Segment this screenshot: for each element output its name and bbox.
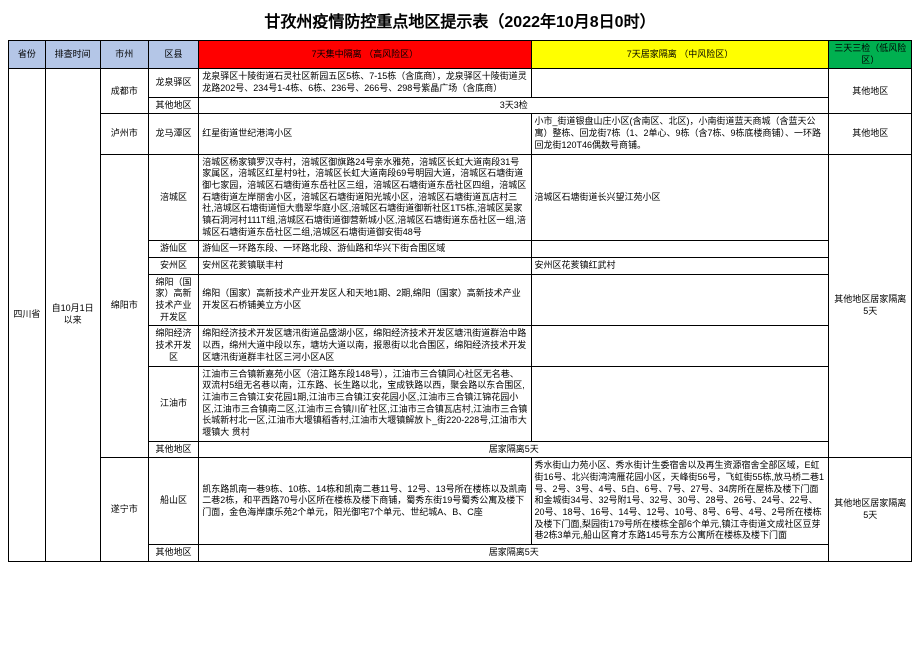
cell-high-risk: 绵阳经济技术开发区塘汛街道品盛湖小区，绵阳经济技术开发区塘汛街道群治中路以西，绵… xyxy=(199,326,531,366)
hdr-low-risk: 三天三检（低风险区） xyxy=(829,41,912,69)
cell-district: 其他地区 xyxy=(148,545,198,562)
cell-district: 游仙区 xyxy=(148,241,198,258)
cell-high-risk: 红星街道世纪港湾小区 xyxy=(199,114,531,154)
hdr-city: 市州 xyxy=(100,41,148,69)
page-title: 甘孜州疫情防控重点地区提示表（2022年10月8日0时） xyxy=(8,8,912,32)
cell-high-risk: 凯东路凯南一巷9栋、10栋、14栋和凯南二巷11号、12号、13号所在楼栋以及凯… xyxy=(199,458,531,545)
hdr-high-risk: 7天集中隔离 （高风险区） xyxy=(199,41,531,69)
cell-high-risk: 绵阳（国家）高新技术产业开发区人和天地1期、2期,绵阳（国家）高新技术产业开发区… xyxy=(199,274,531,326)
cell-mid-risk: 秀水街山力苑小区、秀水街计生委宿舍以及再生资源宿舍全部区域，E虹街16号、北兴街… xyxy=(531,458,829,545)
cell-district: 龙泉驿区 xyxy=(148,69,198,97)
cell-merged-note: 3天3检 xyxy=(199,97,829,114)
cell-high-risk: 龙泉驿区十陵街道石灵社区新园五区5栋、7-15栋（含底商），龙泉驿区十陵街道灵龙… xyxy=(199,69,531,97)
cell-district: 其他地区 xyxy=(148,441,198,458)
cell-district: 安州区 xyxy=(148,258,198,275)
table-row: 四川省自10月1日以来成都市龙泉驿区龙泉驿区十陵街道石灵社区新园五区5栋、7-1… xyxy=(9,69,912,97)
cell-mid-risk: 涪城区石塘街道长兴望江苑小区 xyxy=(531,154,829,241)
cell-mid-risk: 小市_街道银盘山庄小区(含南区、北区)，小南街道蓝天商城（含蓝天公寓）整栋、回龙… xyxy=(531,114,829,154)
cell-high-risk: 涪城区杨家镇罗汉寺村，涪城区御旗路24号亲水雅苑，涪城区长虹大道南段31号家属区… xyxy=(199,154,531,241)
cell-high-risk: 安州区花荄镇联丰村 xyxy=(199,258,531,275)
table-row: 绵阳市涪城区涪城区杨家镇罗汉寺村，涪城区御旗路24号亲水雅苑，涪城区长虹大道南段… xyxy=(9,154,912,241)
cell-district: 绵阳（国家）高新技术产业开发区 xyxy=(148,274,198,326)
cell-mid-risk xyxy=(531,69,829,97)
cell-district: 绵阳经济技术开发区 xyxy=(148,326,198,366)
cell-low-risk: 其他地区居家隔离5天 xyxy=(829,154,912,458)
cell-mid-risk xyxy=(531,241,829,258)
cell-low-risk: 其他地区 xyxy=(829,69,912,114)
cell-high-risk: 游仙区一环路东段、一环路北段、游仙路和华兴下街合围区域 xyxy=(199,241,531,258)
cell-low-risk: 其他地区居家隔离5天 xyxy=(829,458,912,562)
table-row: 泸州市龙马潭区红星街道世纪港湾小区小市_街道银盘山庄小区(含南区、北区)，小南街… xyxy=(9,114,912,154)
cell-district: 龙马潭区 xyxy=(148,114,198,154)
hdr-province: 省份 xyxy=(9,41,46,69)
main-table: 省份 排查时间 市州 区县 7天集中隔离 （高风险区） 7天居家隔离 （中风险区… xyxy=(8,40,912,562)
cell-mid-risk xyxy=(531,366,829,441)
cell-district: 其他地区 xyxy=(148,97,198,114)
header-row: 省份 排查时间 市州 区县 7天集中隔离 （高风险区） 7天居家隔离 （中风险区… xyxy=(9,41,912,69)
cell-city: 遂宁市 xyxy=(100,458,148,562)
cell-district: 船山区 xyxy=(148,458,198,545)
cell-merged-note: 居家隔离5天 xyxy=(199,545,829,562)
cell-mid-risk xyxy=(531,274,829,326)
cell-city: 成都市 xyxy=(100,69,148,114)
hdr-district: 区县 xyxy=(148,41,198,69)
cell-time: 自10月1日以来 xyxy=(45,69,100,561)
cell-city: 绵阳市 xyxy=(100,154,148,458)
hdr-mid-risk: 7天居家隔离 （中风险区） xyxy=(531,41,829,69)
cell-mid-risk: 安州区花荄镇红武村 xyxy=(531,258,829,275)
hdr-time: 排查时间 xyxy=(45,41,100,69)
cell-mid-risk xyxy=(531,326,829,366)
cell-merged-note: 居家隔离5天 xyxy=(199,441,829,458)
cell-district: 江油市 xyxy=(148,366,198,441)
cell-city: 泸州市 xyxy=(100,114,148,154)
cell-low-risk: 其他地区 xyxy=(829,114,912,154)
cell-district: 涪城区 xyxy=(148,154,198,241)
cell-high-risk: 江油市三合镇新嘉苑小区（涪江路东段148号），江油市三合镇同心社区无名巷、双流村… xyxy=(199,366,531,441)
table-row: 遂宁市船山区凯东路凯南一巷9栋、10栋、14栋和凯南二巷11号、12号、13号所… xyxy=(9,458,912,545)
cell-province: 四川省 xyxy=(9,69,46,561)
